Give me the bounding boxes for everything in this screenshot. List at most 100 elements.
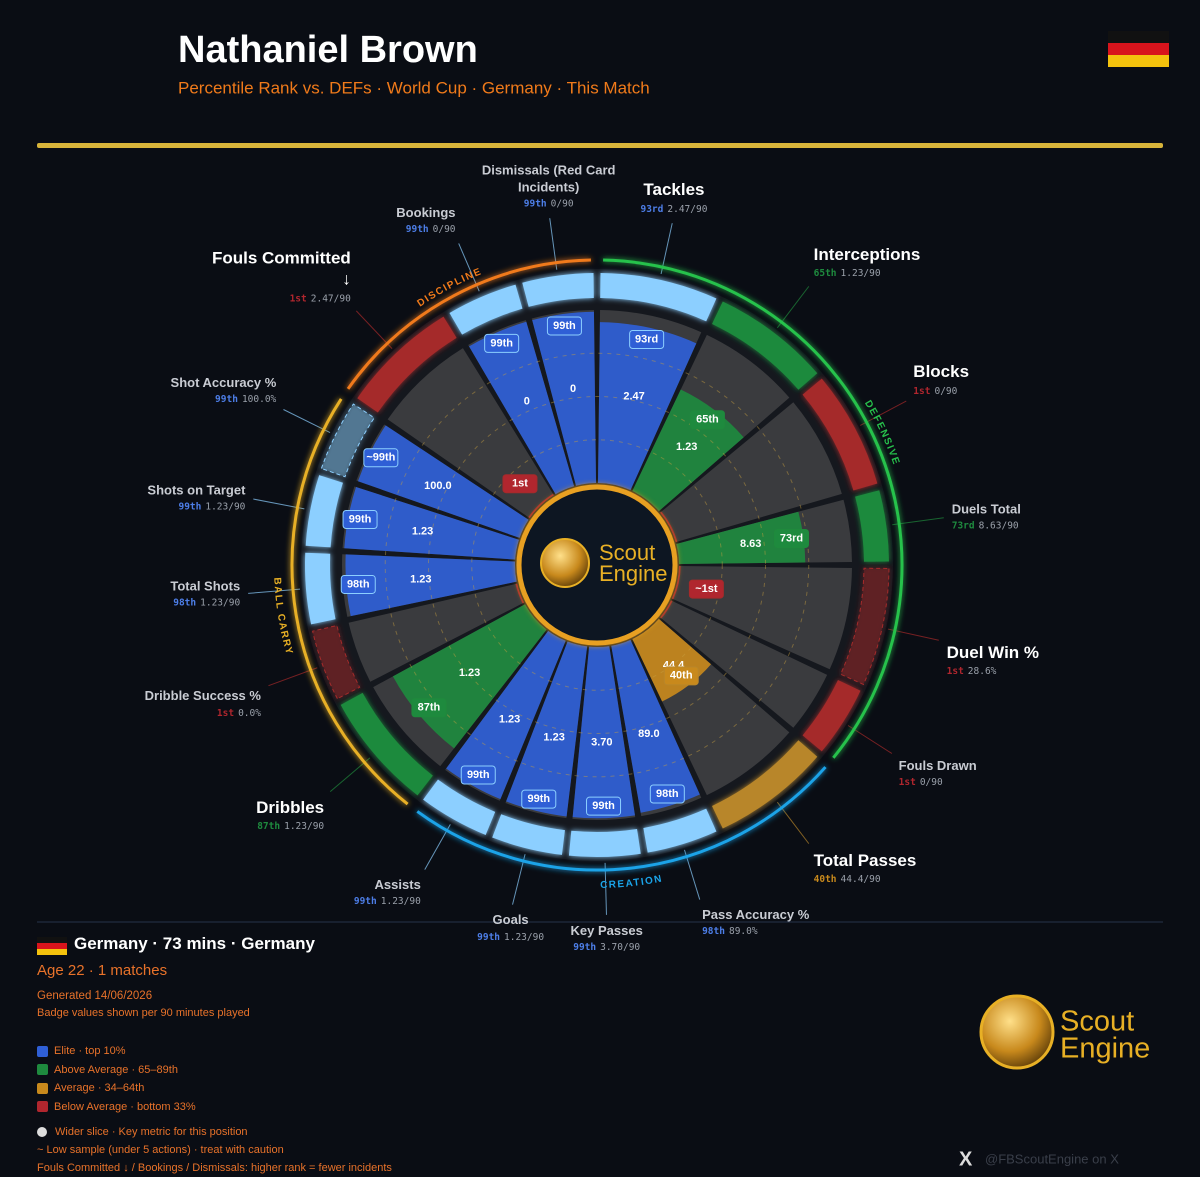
logo-text: Engine xyxy=(1060,1033,1150,1065)
rank-label: 99th xyxy=(573,942,597,954)
slice-value: 0 xyxy=(570,383,576,395)
logo-text: Scout xyxy=(1060,1006,1134,1038)
rank-label: 99th xyxy=(178,501,202,513)
badge-label: 65th xyxy=(696,414,719,426)
group-label: BALL CARRY xyxy=(271,577,295,657)
rank-label: 99th xyxy=(523,198,547,210)
badge-label: ~99th xyxy=(366,452,395,464)
footer-flag xyxy=(37,937,67,955)
slice xyxy=(344,487,519,560)
legend-label: Elite · top 10% xyxy=(54,1045,126,1057)
leader-line xyxy=(268,667,318,687)
rank-label: 98th xyxy=(702,926,725,938)
metric-line: 1st 0.0% xyxy=(111,708,261,720)
leader-line xyxy=(512,854,526,905)
legend-item: Average · 34–64th xyxy=(37,1082,144,1094)
rank-label: 93rd xyxy=(640,203,664,215)
rank-label: 1st xyxy=(913,385,931,397)
metric-line: 40th 44.4/90 xyxy=(814,874,964,886)
metric-label: Pass Accuracy % 98th 89.0% xyxy=(702,907,852,938)
metric-name: Pass Accuracy % xyxy=(702,907,810,923)
badge-label: 73rd xyxy=(780,532,803,544)
badge xyxy=(629,330,665,350)
leader-line xyxy=(355,310,393,349)
rank-label: 40th xyxy=(813,874,837,886)
outer-bar xyxy=(305,552,336,625)
metric-name: Dismissals (Red Card Incidents) xyxy=(481,162,616,195)
metric-name: Shots on Target xyxy=(147,481,246,497)
metric-label: Tackles 93rd 2.47/90 xyxy=(599,179,749,215)
per90-label: 28.6% xyxy=(967,666,997,678)
handle[interactable]: @FBScoutEngine on X xyxy=(985,1151,1119,1166)
metric-line: 65th 1.23/90 xyxy=(814,268,964,280)
metric-line: 99th 100.0% xyxy=(126,394,276,406)
badge-label: 99th xyxy=(490,337,513,349)
slice-background xyxy=(660,402,842,543)
badge-label: ~1st xyxy=(695,583,718,595)
badge xyxy=(688,579,724,599)
slice-value: 0 xyxy=(524,396,530,408)
grid-circle xyxy=(384,352,810,778)
leader-line xyxy=(283,409,331,434)
outer-bar xyxy=(492,814,565,855)
fouls-note: Fouls Committed ↓ / Bookings / Dismissal… xyxy=(37,1162,392,1174)
rank-label: 99th xyxy=(405,224,429,236)
slice-value: 1.23 xyxy=(499,714,520,726)
badge xyxy=(773,529,809,549)
rank-label: 73rd xyxy=(951,520,975,532)
per90-label: 0.0% xyxy=(238,707,261,719)
per90-label: 1.23/90 xyxy=(205,501,246,513)
metric-line: 99th 1.23/90 xyxy=(436,932,586,944)
badge xyxy=(689,410,725,430)
slice-background xyxy=(348,583,525,682)
slice xyxy=(446,630,566,800)
slice-value: 8.63 xyxy=(740,538,761,550)
badge-label: 99th xyxy=(349,513,372,525)
note: Badge values shown per 90 minutes played xyxy=(37,1007,250,1019)
badge-label: 93rd xyxy=(635,333,658,345)
per90-label: 44.4/90 xyxy=(840,874,881,886)
rank-label: 65th xyxy=(813,268,837,280)
metric-label: Blocks 1st 0/90 xyxy=(913,361,1063,397)
legend-swatch xyxy=(37,1101,48,1112)
rank-label: 1st xyxy=(946,666,964,678)
metric-name: Assists xyxy=(374,876,421,892)
rank-label: 1st xyxy=(289,293,307,305)
outer-bar xyxy=(839,567,890,686)
badge-label: 99th xyxy=(553,320,576,332)
slice-value: 3.70 xyxy=(591,736,612,748)
leader-line xyxy=(776,801,810,844)
metric-name: Fouls Committed ↓ xyxy=(211,248,351,289)
metric-line: 98th 89.0% xyxy=(702,926,852,938)
slice xyxy=(676,511,806,565)
metric-label: Total Shots 98th 1.23/90 xyxy=(90,578,240,609)
slice xyxy=(660,511,678,543)
metric-name: Duel Win % xyxy=(946,642,1040,662)
outer-bar xyxy=(340,692,433,796)
metric-name: Total Shots xyxy=(170,578,241,594)
metric-name: Goals xyxy=(492,912,529,928)
metric-name: Dribbles xyxy=(256,797,325,817)
legend-swatch xyxy=(37,1082,48,1094)
badge xyxy=(411,698,447,718)
outer-bar xyxy=(357,316,457,413)
legend-item: Above Average · 65–89th xyxy=(37,1064,178,1076)
center-logo: Scout xyxy=(599,540,655,565)
metric-label: Shot Accuracy % 99th 100.0% xyxy=(126,375,277,406)
metric-label: Duel Win % 1st 28.6% xyxy=(947,642,1097,678)
legend-label: Average · 34–64th xyxy=(54,1082,145,1094)
leader-line xyxy=(860,400,907,426)
outer-bar xyxy=(802,378,878,491)
metric-name: Duels Total xyxy=(951,501,1021,517)
slice-value: 1.23 xyxy=(676,441,697,453)
legend-label: Below Average · bottom 33% xyxy=(54,1100,196,1113)
metric-label: Bookings 99th 0/90 xyxy=(306,205,455,236)
metric-name: Total Passes xyxy=(813,851,917,870)
outer-bar xyxy=(712,740,818,829)
metric-line: 99th 1.23/90 xyxy=(95,501,245,513)
badge-label: 87th xyxy=(418,702,441,714)
per90-label: 8.63/90 xyxy=(978,520,1019,532)
slice xyxy=(469,321,575,495)
